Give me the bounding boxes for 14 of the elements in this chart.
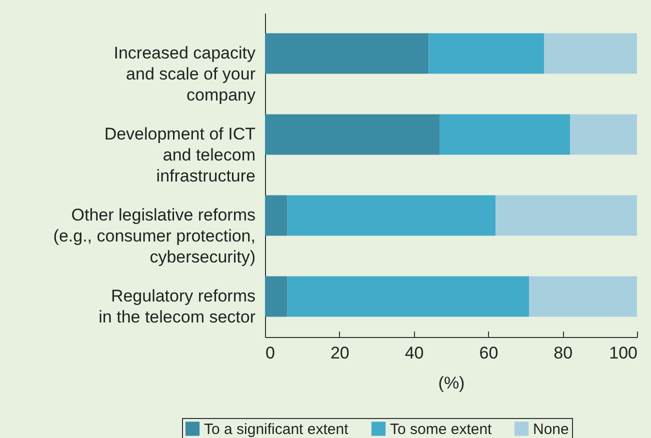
x-tick-label: 40 [404,344,424,362]
x-tick-label: 60 [479,344,498,362]
x-tick-label: 20 [330,344,350,362]
y-tick-label: Increased capacity and scale of your company [114,44,256,104]
x-tick-label: 0 [266,344,275,362]
legend-label: None [533,420,569,438]
legend-label: To some extent [390,420,493,438]
x-tick-label: 100 [609,344,638,362]
y-tick-label: Regulatory reforms in the telecom sector [98,286,256,326]
legend-label: To a significant extent [204,420,350,438]
x-axis-title: (%) [438,374,465,392]
y-tick-label: Development of ICT and telecom infrastructure [104,124,256,186]
y-tick-label: Other legislative reforms (e.g., consumer protection, cybersecurity) [53,206,256,266]
x-tick-label: 80 [554,344,573,362]
